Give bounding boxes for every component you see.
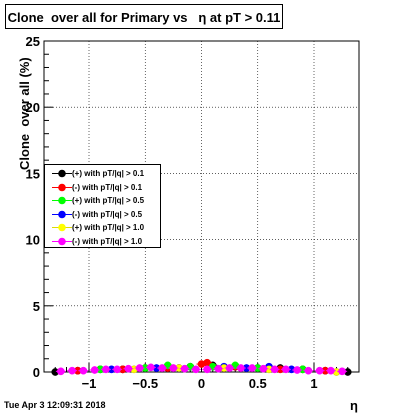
data-point xyxy=(293,366,301,374)
data-point xyxy=(203,365,211,374)
data-points xyxy=(50,358,353,376)
y-tick-label: 15 xyxy=(26,166,40,181)
x-tick-label: 0.5 xyxy=(249,376,267,391)
legend-marker xyxy=(52,237,72,245)
data-point xyxy=(192,365,200,374)
legend-label: (-) with pT/|q| > 0.5 xyxy=(72,209,143,219)
data-point xyxy=(169,364,178,372)
data-point xyxy=(158,364,166,372)
y-tick-label: 10 xyxy=(26,233,40,248)
y-axis-label: Clone over all (%) xyxy=(17,57,32,170)
legend-label: (+) with pT/|q| > 0.1 xyxy=(72,169,145,178)
data-point xyxy=(259,364,268,373)
data-point xyxy=(225,364,234,372)
x-tick-label: −1 xyxy=(82,376,97,391)
legend-marker xyxy=(52,223,72,232)
data-point xyxy=(315,366,324,375)
x-tick-label: 1 xyxy=(310,376,317,391)
data-point xyxy=(282,365,290,374)
legend-entry: (-) with pT/|q| > 0.1 xyxy=(45,181,160,194)
y-tick-label: 20 xyxy=(26,100,40,115)
legend-marker xyxy=(52,210,72,218)
legend-label: (+) with pT/|q| > 0.5 xyxy=(72,196,145,205)
data-point xyxy=(68,366,76,375)
legend-entry: (+) with pT/|q| > 1.0 xyxy=(45,221,160,234)
data-point xyxy=(180,364,189,373)
data-point xyxy=(113,365,121,374)
data-point xyxy=(147,363,155,372)
timestamp: Tue Apr 3 12:09:31 2018 xyxy=(4,400,106,410)
legend-entry: (+) with pT/|q| > 0.1 xyxy=(45,167,160,180)
data-point xyxy=(90,366,99,374)
y-tick-label: 5 xyxy=(33,299,40,314)
legend: (+) with pT/|q| > 0.1 (-) with pT/|q| > 0… xyxy=(44,164,161,248)
data-point xyxy=(248,364,256,372)
data-point xyxy=(338,367,346,376)
data-point xyxy=(79,366,88,375)
y-tick-label: 0 xyxy=(33,365,40,380)
data-point xyxy=(327,366,335,375)
data-point xyxy=(57,367,65,376)
legend-entry: (+) with pT/|q| > 0.5 xyxy=(45,194,160,207)
data-point xyxy=(135,364,144,372)
data-point xyxy=(304,366,313,375)
legend-label: (-) with pT/|q| > 1.0 xyxy=(72,236,143,246)
x-tick-label: −0.5 xyxy=(132,376,158,391)
data-point xyxy=(214,364,223,373)
data-point xyxy=(124,364,133,373)
legend-label: (-) with pT/|q| > 0.1 xyxy=(72,182,143,192)
y-tick-label: 25 xyxy=(26,34,40,49)
legend-marker xyxy=(52,183,72,191)
x-tick-label: 0 xyxy=(198,376,205,391)
legend-label: (+) with pT/|q| > 1.0 xyxy=(72,223,145,232)
data-point xyxy=(237,364,245,372)
legend-entry: (-) with pT/|q| > 0.5 xyxy=(45,208,160,221)
x-axis-label: η xyxy=(350,398,358,413)
data-point xyxy=(102,365,110,374)
legend-marker xyxy=(52,196,72,205)
legend-marker xyxy=(52,169,72,178)
data-point xyxy=(270,365,279,374)
legend-entry: (-) with pT/|q| > 1.0 xyxy=(45,235,160,248)
chart-title: Clone over all for Primary vs η at pT > … xyxy=(5,4,283,29)
